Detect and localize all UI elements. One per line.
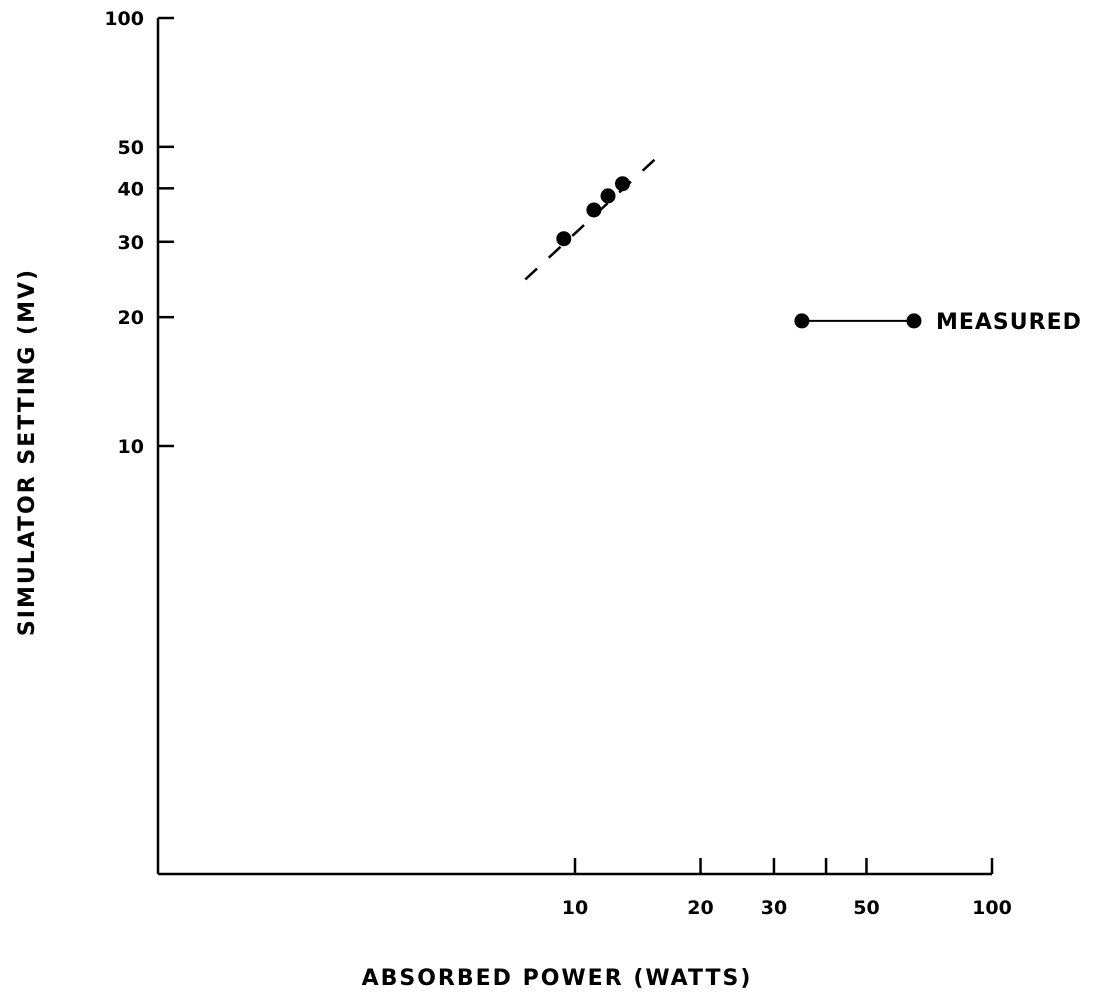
x-tick-label: 100: [972, 897, 1012, 919]
x-tick-label: 30: [761, 897, 787, 919]
legend-marker: [906, 313, 922, 329]
y-tick-label: 30: [118, 232, 144, 254]
y-tick-label: 20: [118, 307, 144, 329]
legend: MEASURED: [794, 310, 1081, 335]
data-point: [556, 231, 572, 247]
data-point: [600, 188, 616, 204]
y-tick-label: 100: [104, 8, 144, 30]
y-tick-label: 50: [118, 137, 144, 159]
axes: [156, 18, 992, 876]
data-point: [615, 176, 631, 192]
data-point: [586, 202, 602, 218]
y-axis-title: SIMULATOR SETTING (MV): [15, 268, 40, 636]
legend-marker: [794, 313, 810, 329]
ticks: 10 20 30 40 50 100 10 20 30 50 100: [104, 8, 1012, 919]
x-tick-label: 50: [853, 897, 879, 919]
marks: [524, 151, 664, 281]
x-axis-title: ABSORBED POWER (WATTS): [362, 966, 753, 991]
y-tick-label: 40: [118, 178, 144, 200]
y-tick-label: 10: [118, 436, 144, 458]
x-tick-label: 20: [687, 897, 713, 919]
x-tick-label: 10: [562, 897, 588, 919]
legend-label: MEASURED: [936, 310, 1082, 335]
